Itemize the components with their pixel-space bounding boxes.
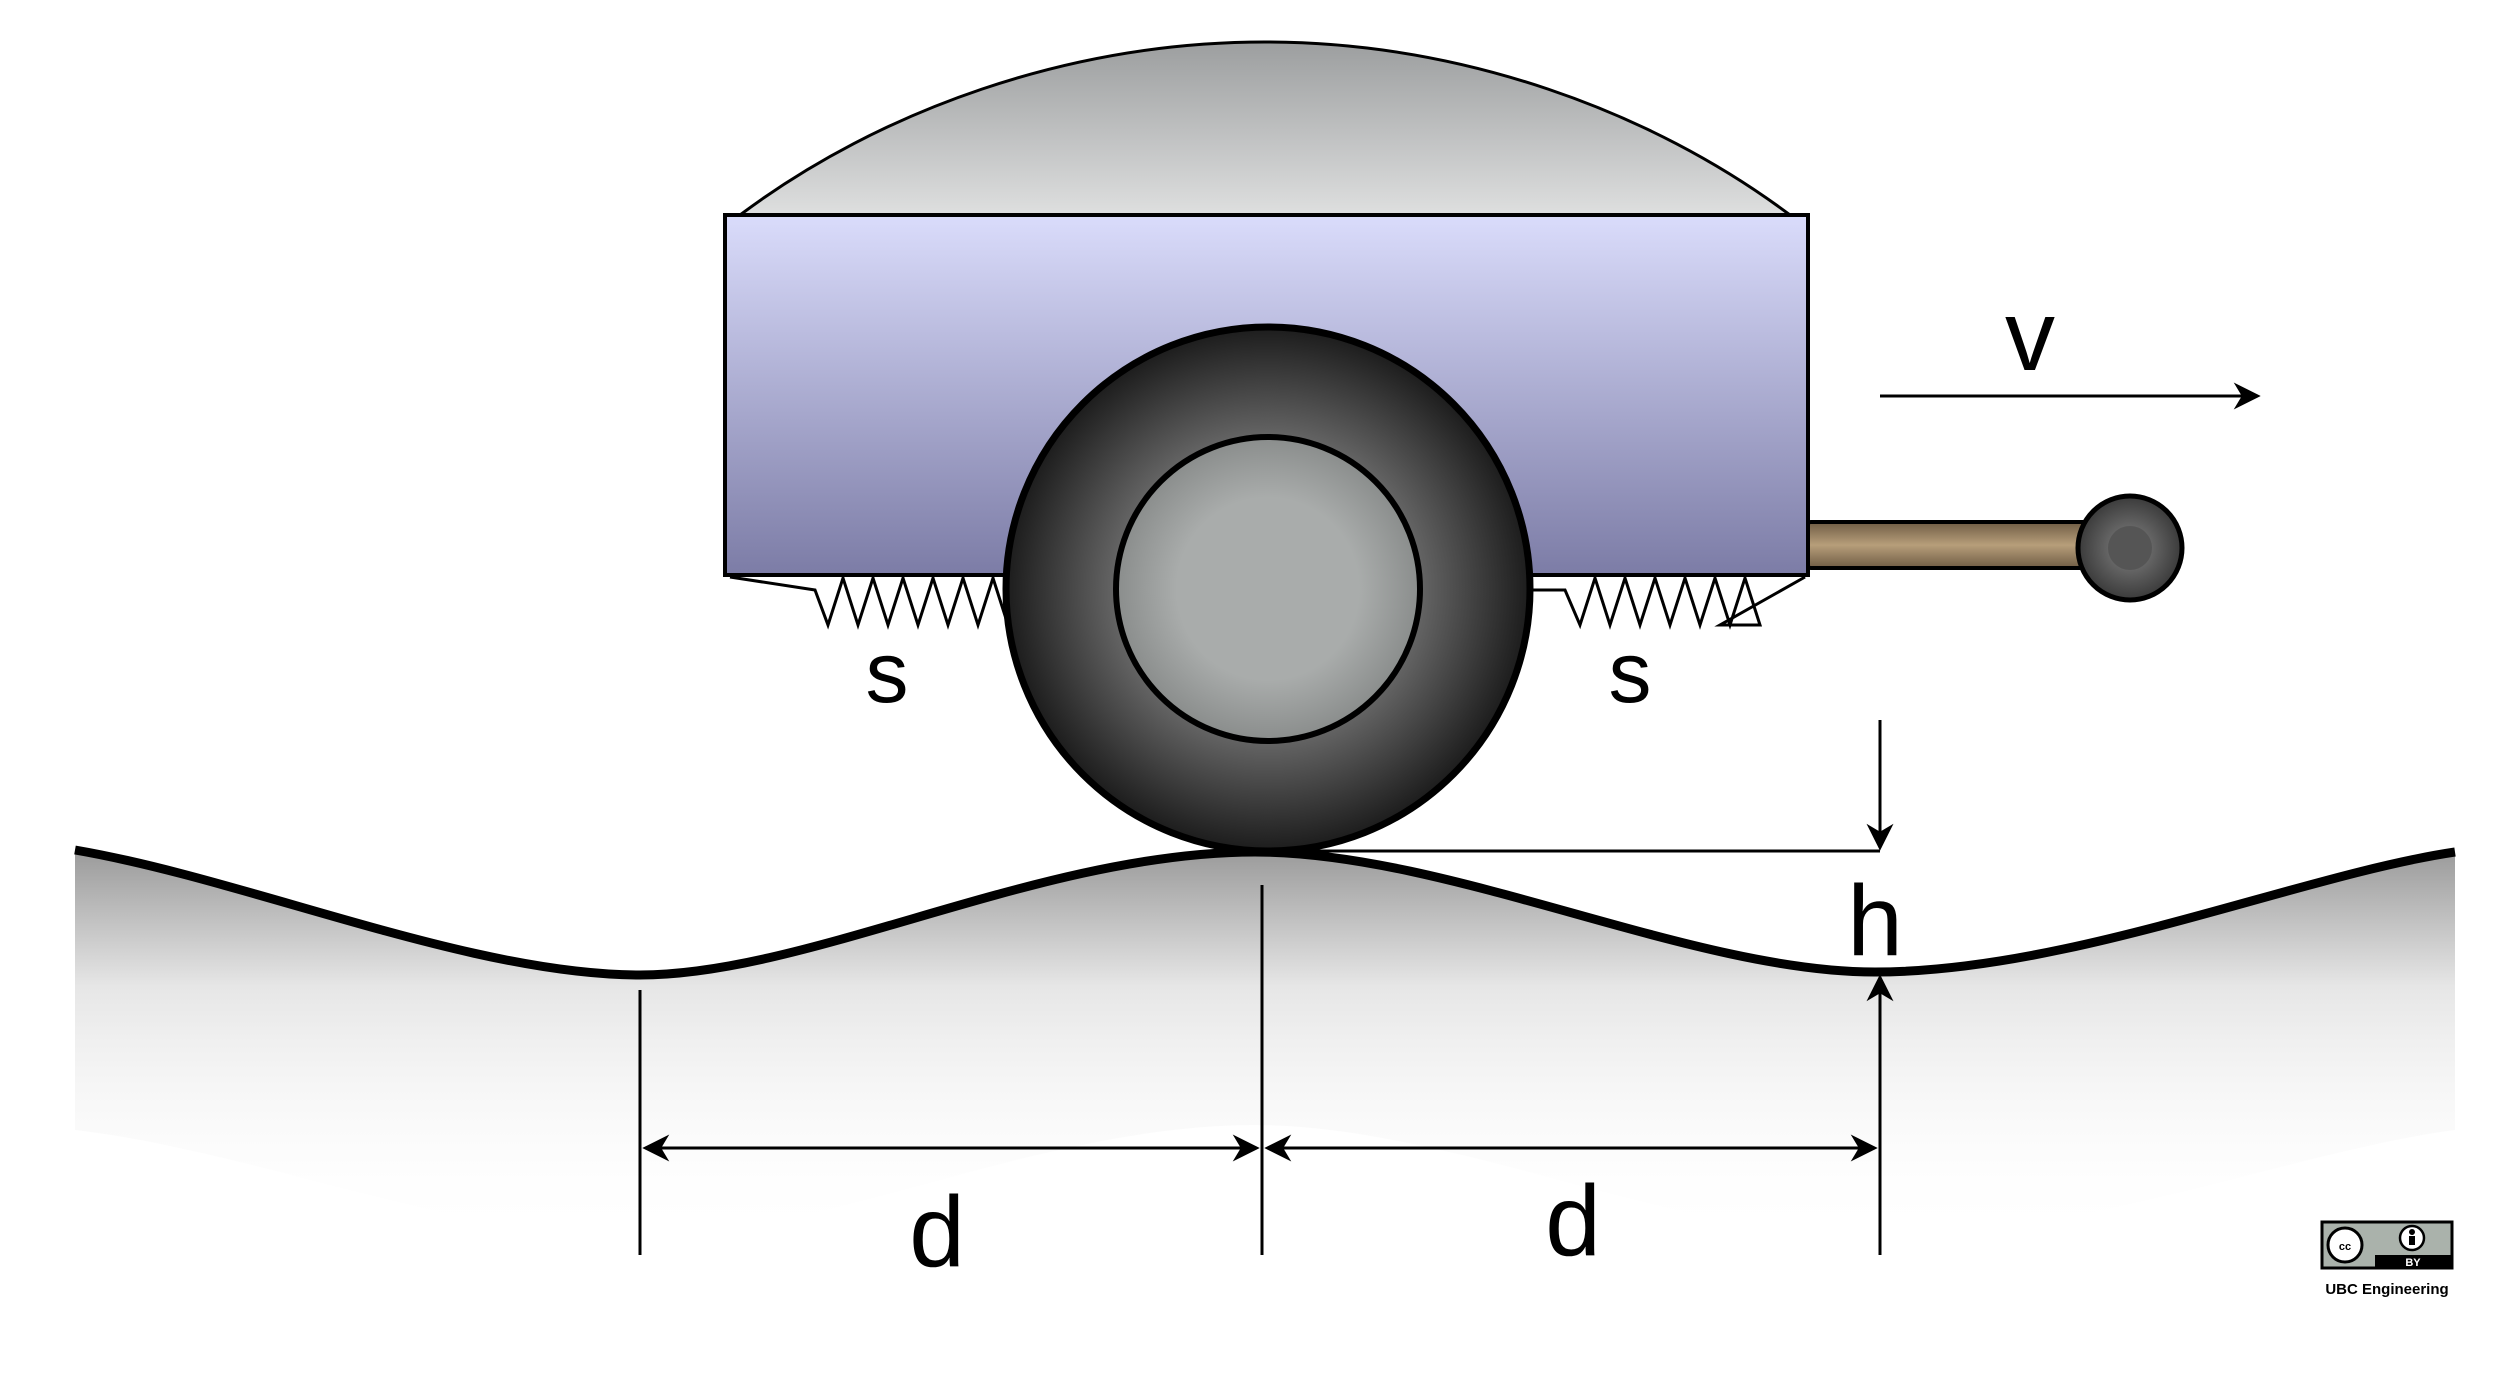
cc-icon bbox=[2326, 1226, 2364, 1264]
distance-left-label: d bbox=[909, 1176, 965, 1288]
trailer-canopy bbox=[735, 40, 1795, 217]
cc-badge-strip bbox=[2375, 1255, 2452, 1268]
spring-right-label: s bbox=[1609, 625, 1652, 721]
by-badge-text: BY bbox=[2405, 1257, 2421, 1269]
ground bbox=[74, 845, 2456, 1240]
wheel bbox=[1002, 323, 1534, 855]
velocity-label: v bbox=[2005, 280, 2055, 392]
spring-right bbox=[1520, 573, 1806, 630]
license-credit: UBC Engineering bbox=[2325, 1281, 2448, 1298]
distance-dimensions bbox=[638, 885, 1878, 1255]
license-badge: cc BY UBC Engineering bbox=[2320, 1220, 2454, 1298]
distance-right-label: d bbox=[1545, 1165, 1601, 1277]
hub bbox=[1113, 434, 1423, 744]
spring-left bbox=[729, 573, 1025, 630]
spring-left-label: s bbox=[866, 625, 909, 721]
ground-shadow bbox=[75, 850, 2455, 1240]
height-label: h bbox=[1847, 865, 1903, 977]
height-dimension bbox=[1268, 720, 1894, 1255]
cc-icon-text: cc bbox=[2339, 1241, 2351, 1253]
trailer-hitch bbox=[1803, 493, 2185, 603]
hitch-ball-inner bbox=[2108, 526, 2152, 570]
